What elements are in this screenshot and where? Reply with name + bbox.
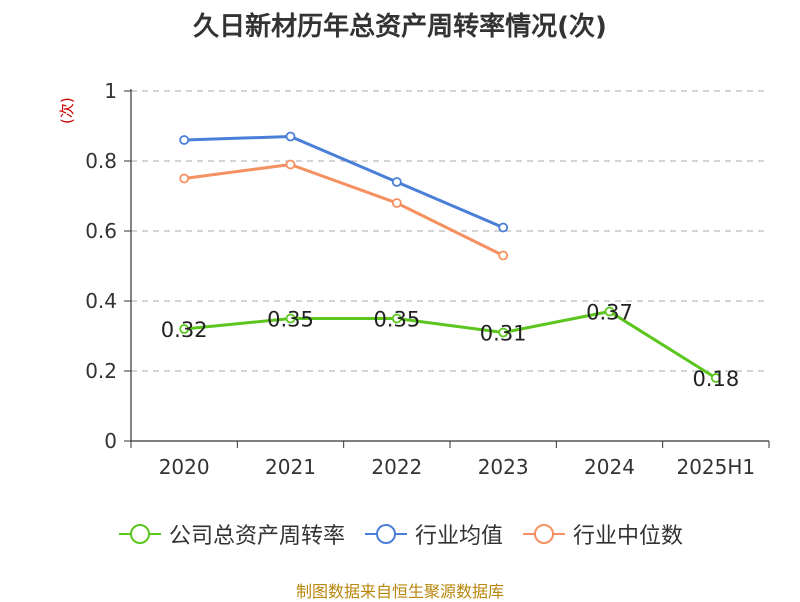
legend-label: 公司总资产周转率 [168,524,345,549]
data-label: 0.32 [161,318,208,342]
data-label: 0.35 [373,308,420,332]
data-point [285,131,296,142]
series-line [184,135,504,229]
data-point [285,313,296,324]
grid-lines [131,90,769,372]
data-point [391,198,402,208]
legend-label: 行业中位数 [573,524,684,549]
data-point [498,250,509,261]
x-tick-label: 2020 [159,455,210,479]
series-line [183,163,504,257]
chart-title: 久日新材历年总资产周转率情况(次) [193,12,607,42]
data-point [391,177,402,187]
legend-item: 公司总资产周转率 [117,518,345,550]
x-tick-label: 2024 [584,455,635,479]
y-tick-label: 0.4 [85,289,117,313]
data-label: 0.37 [586,301,633,325]
data-point [285,159,296,170]
x-tick-label: 2021 [265,455,316,479]
x-tick-label: 2025H1 [676,455,755,479]
y-tick-label: 0.2 [85,359,117,383]
x-tick-label: 2022 [371,455,422,479]
y-tick-label: 0 [104,429,117,453]
series-line [184,310,717,380]
data-point [498,222,509,233]
data-point [498,327,509,338]
y-tick-label: 0.6 [85,219,117,243]
legend: 公司总资产周转率 行业均值 行业中位数 [0,518,800,550]
data-label: 0.31 [480,322,527,346]
axes: 0 0.2 0.4 0.6 0.8 1 2020 2021 2022 2023 2024 2025H1 [85,79,770,479]
data-point [391,313,402,324]
data-point [710,373,721,383]
data-labels: 0.32 0.35 0.35 0.31 0.37 0.18 [161,301,739,392]
legend-marker-icon [364,524,407,544]
data-point [604,306,615,317]
data-point [179,173,190,184]
data-label: 0.35 [267,308,314,332]
y-tick-label: 0.8 [85,149,117,173]
legend-item: 行业均值 [363,518,503,550]
series-lines [179,131,721,383]
legend-marker-icon [118,524,161,544]
data-point [179,324,190,334]
legend-marker-icon [523,524,565,544]
legend-item: 行业中位数 [521,518,683,550]
legend-label: 行业均值 [414,524,503,549]
source-note: 制图数据来自恒生聚源数据库 [295,582,504,601]
data-label: 0.18 [692,367,739,391]
data-point [179,135,190,145]
line-chart: 0 0.2 0.4 0.6 0.8 1 2020 2021 2022 2023 2024 2025H1… [85,79,770,479]
x-tick-label: 2023 [478,455,529,479]
y-tick-label: 1 [104,79,117,103]
